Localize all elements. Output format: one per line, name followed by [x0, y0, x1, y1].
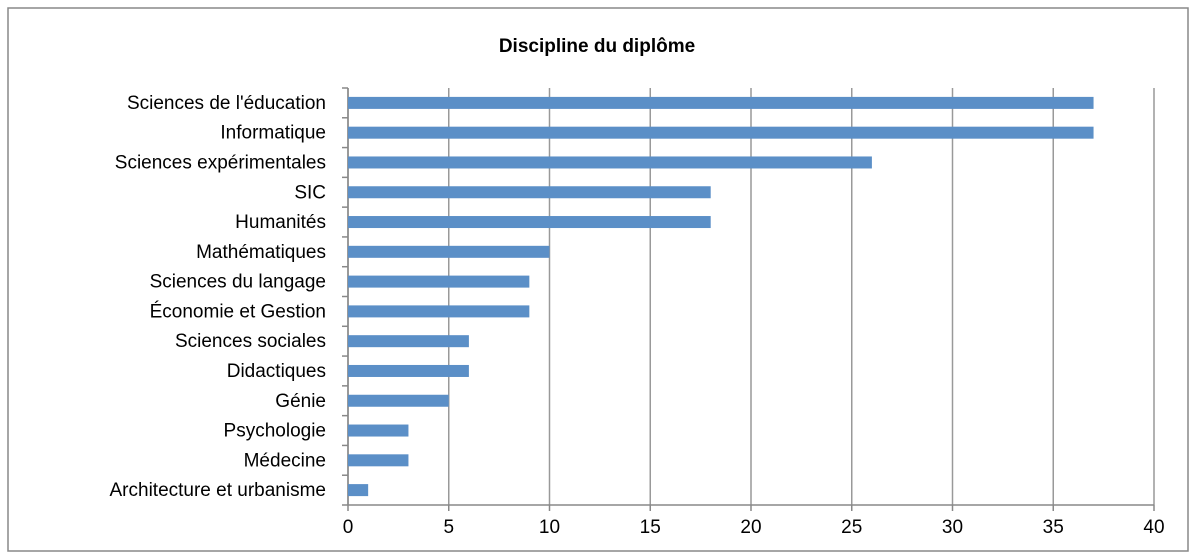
bar	[348, 186, 711, 199]
bar	[348, 454, 409, 467]
bar	[348, 364, 469, 377]
bar	[348, 335, 469, 348]
x-tick-label: 10	[539, 517, 560, 538]
x-tick-label: 25	[841, 517, 862, 538]
x-tick-label: 40	[1143, 517, 1164, 538]
y-tick-label: Psychologie	[224, 421, 326, 442]
y-tick-label: Didactiques	[227, 361, 326, 382]
y-tick-label: Médecine	[244, 450, 326, 471]
bar	[348, 305, 530, 318]
x-tick-label: 20	[740, 517, 761, 538]
y-tick-label: Mathématiques	[196, 242, 326, 263]
y-tick-label: Architecture et urbanisme	[110, 480, 327, 501]
y-tick-label: Génie	[275, 391, 326, 412]
bar	[348, 245, 550, 258]
x-tick-label: 35	[1043, 517, 1064, 538]
bar	[348, 424, 409, 437]
bar	[348, 216, 711, 229]
bar	[348, 394, 449, 407]
y-tick-label: Sciences de l'éducation	[127, 93, 326, 114]
chart-title: Discipline du diplôme	[499, 36, 695, 57]
x-tick-label: 5	[443, 517, 454, 538]
bar	[348, 156, 872, 169]
y-tick-label: SIC	[294, 182, 326, 203]
bar	[348, 126, 1094, 139]
x-tick-label: 0	[343, 517, 354, 538]
bar	[348, 96, 1094, 109]
y-tick-label: Économie et Gestion	[150, 301, 326, 322]
x-tick-label: 15	[640, 517, 661, 538]
y-tick-label: Sciences expérimentales	[115, 152, 326, 173]
bar	[348, 275, 530, 288]
y-tick-label: Informatique	[220, 123, 326, 144]
y-tick-label: Sciences sociales	[175, 331, 326, 352]
x-tick-label: 30	[942, 517, 963, 538]
bar	[348, 484, 369, 497]
y-tick-label: Sciences du langage	[150, 272, 326, 293]
y-tick-label: Humanités	[235, 212, 326, 233]
